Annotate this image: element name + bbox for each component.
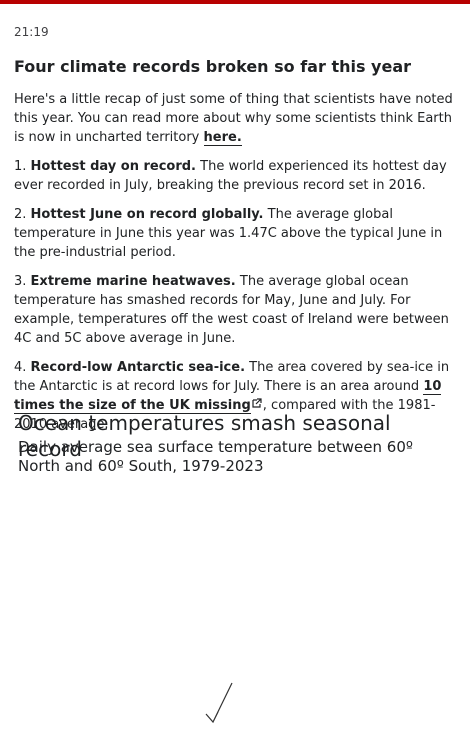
item-text: The average global ocean temperature has… [14, 274, 449, 346]
item-title: Hottest day on record. [30, 159, 196, 174]
item-text: , compared with the 1981-2010 average. [14, 398, 436, 432]
item-text: The world experienced its hottest day ev… [14, 159, 447, 193]
item-title: Hottest June on record globally. [30, 207, 264, 222]
item-text: The area covered by sea-ice in the Antar… [14, 360, 450, 394]
item-number: 1. [14, 159, 27, 174]
link[interactable]: here. [203, 130, 242, 146]
top-bar [0, 0, 470, 4]
item-number: 4. [14, 360, 27, 375]
article: Four climate records broken so far this … [14, 56, 470, 740]
chart [205, 682, 233, 724]
item-title: Record-low Antarctic sea-ice. [30, 360, 246, 375]
intro: Here's a little recap of just some of th… [14, 90, 456, 147]
item-number: 3. [14, 274, 27, 289]
timestamp: 21:19 [14, 25, 49, 39]
item-text: The average global temperature in June t… [14, 207, 443, 260]
item-title: Extreme marine heatwaves. [30, 274, 236, 289]
heading: Four climate records broken so far this … [14, 57, 412, 76]
list-item: 1. Hottest day on record. The world expe… [14, 157, 456, 195]
chart-subtitle: Daily average sea surface temperature be… [18, 438, 413, 475]
chart-title: Ocean temperatures smash seasonal record [18, 411, 391, 461]
item-list: 1. Hottest day on record. The world expe… [14, 157, 470, 740]
intro-text: Here's a little recap of just some of th… [14, 92, 453, 145]
list-item: 3. Extreme marine heatwaves. The average… [14, 272, 456, 348]
annotation-arrow [205, 682, 233, 724]
link[interactable]: 10 times the size of the UK missing [14, 379, 442, 414]
item-number: 2. [14, 207, 27, 222]
list-item: 2. Hottest June on record globally. The … [14, 205, 456, 262]
